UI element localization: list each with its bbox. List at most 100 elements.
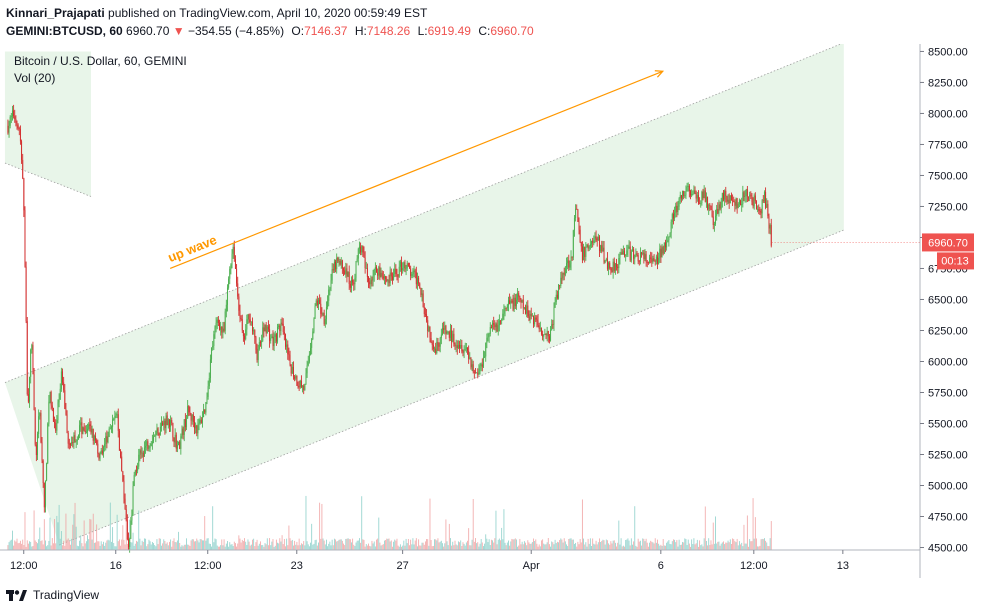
- volume-bar: [388, 538, 390, 550]
- candle-body: [500, 320, 502, 322]
- candle-body: [280, 322, 282, 332]
- volume-bar: [382, 544, 384, 550]
- volume-bar: [759, 545, 761, 550]
- volume-bar: [18, 542, 20, 550]
- candle-body: [564, 267, 566, 275]
- candle-body: [439, 337, 441, 347]
- author-name[interactable]: Kinnari_Prajapati: [6, 6, 105, 20]
- volume-bar: [432, 545, 434, 550]
- volume-bar: [225, 543, 227, 550]
- volume-bar: [326, 539, 327, 550]
- volume-layer: [7, 495, 772, 550]
- candle-body: [171, 420, 173, 423]
- candle-body: [211, 347, 213, 360]
- volume-bar: [353, 544, 355, 550]
- candle-body: [122, 471, 124, 481]
- volume-bar: [734, 541, 736, 550]
- price-axis[interactable]: 4500.00 4750.00 5000.00 5250.00 5500.00 5750.…: [920, 46, 968, 555]
- candle-body: [275, 334, 277, 342]
- volume-bar: [675, 542, 677, 550]
- candle-body: [637, 255, 639, 262]
- candle-body: [297, 385, 299, 387]
- candle-body: [503, 309, 505, 314]
- candle-body: [125, 509, 127, 521]
- candle-body: [589, 244, 591, 247]
- volume-bar: [45, 540, 46, 550]
- candle-body: [387, 280, 389, 282]
- candle-body: [506, 305, 508, 309]
- volume-bar: [23, 545, 25, 550]
- volume-bar: [595, 540, 597, 550]
- volume-bar: [39, 527, 41, 550]
- candle-body: [140, 450, 142, 453]
- candle-body: [313, 318, 315, 332]
- price-chart[interactable]: up wave 4500.004750.005000.005250.005500…: [0, 44, 991, 580]
- candle-body: [660, 248, 662, 258]
- volume-bar: [158, 538, 160, 550]
- candle-body: [141, 452, 143, 454]
- candle-body: [57, 402, 59, 420]
- volume-bar: [13, 545, 15, 550]
- volume-bar: [278, 543, 280, 550]
- volume-bar: [286, 538, 288, 550]
- candle-body: [262, 327, 264, 341]
- candle-body: [124, 498, 126, 510]
- price-tick-label: 5500.00: [928, 419, 968, 431]
- volume-bar: [501, 527, 503, 550]
- volume-bar: [282, 544, 284, 550]
- volume-bar: [25, 546, 27, 550]
- volume-bar: [495, 510, 497, 550]
- candle-body: [551, 324, 553, 330]
- candle-body: [197, 425, 199, 434]
- candle-body: [48, 401, 50, 424]
- volume-bar: [289, 538, 291, 550]
- volume-bar: [96, 524, 98, 550]
- volume-bar: [525, 542, 526, 550]
- volume-bar: [678, 539, 680, 550]
- candle-body: [236, 268, 238, 284]
- volume-bar: [290, 540, 292, 550]
- volume-bar: [419, 545, 421, 550]
- volume-bar: [374, 546, 376, 550]
- footer-brand[interactable]: TradingView: [33, 588, 100, 602]
- candle-body: [758, 209, 760, 211]
- volume-bar: [763, 538, 765, 550]
- volume-bar: [136, 540, 137, 550]
- volume-bar: [462, 542, 464, 550]
- volume-bar: [90, 519, 92, 550]
- volume-bar: [81, 543, 83, 550]
- volume-bar: [751, 541, 753, 550]
- volume-bar: [606, 540, 608, 550]
- price-tick-label: 8250.00: [928, 77, 968, 89]
- volume-bar: [519, 538, 521, 550]
- candle-body: [195, 425, 197, 429]
- volume-bar: [390, 540, 392, 550]
- candle-body: [709, 204, 711, 206]
- candle-body: [493, 323, 495, 325]
- price-tick-label: 5000.00: [928, 481, 968, 493]
- volume-bar: [252, 539, 253, 550]
- volume-bar: [707, 545, 709, 550]
- candle-body: [527, 305, 529, 317]
- volume-bar: [308, 546, 310, 550]
- candle-body: [222, 328, 224, 333]
- volume-bar: [9, 540, 11, 550]
- tradingview-logo-icon[interactable]: [6, 588, 28, 602]
- volume-bar: [148, 539, 150, 550]
- volume-bar: [544, 544, 546, 550]
- volume-bar: [687, 539, 689, 550]
- candle-body: [535, 317, 537, 320]
- volume-bar: [611, 543, 613, 550]
- symbol-ticker[interactable]: GEMINI:BTCUSD, 60: [6, 24, 123, 38]
- volume-bar: [621, 546, 623, 550]
- candle-body: [580, 242, 582, 247]
- volume-bar: [435, 539, 437, 550]
- volume-bar: [703, 538, 705, 550]
- volume-bar: [296, 541, 298, 550]
- candle-body: [81, 422, 83, 434]
- candle-body: [361, 246, 363, 253]
- time-axis[interactable]: 12:00 16 12:00 23 27 Apr 6 12:00 13: [10, 550, 849, 572]
- volume-bar: [427, 539, 429, 550]
- volume-bar: [117, 541, 119, 550]
- volume-bar: [476, 543, 478, 550]
